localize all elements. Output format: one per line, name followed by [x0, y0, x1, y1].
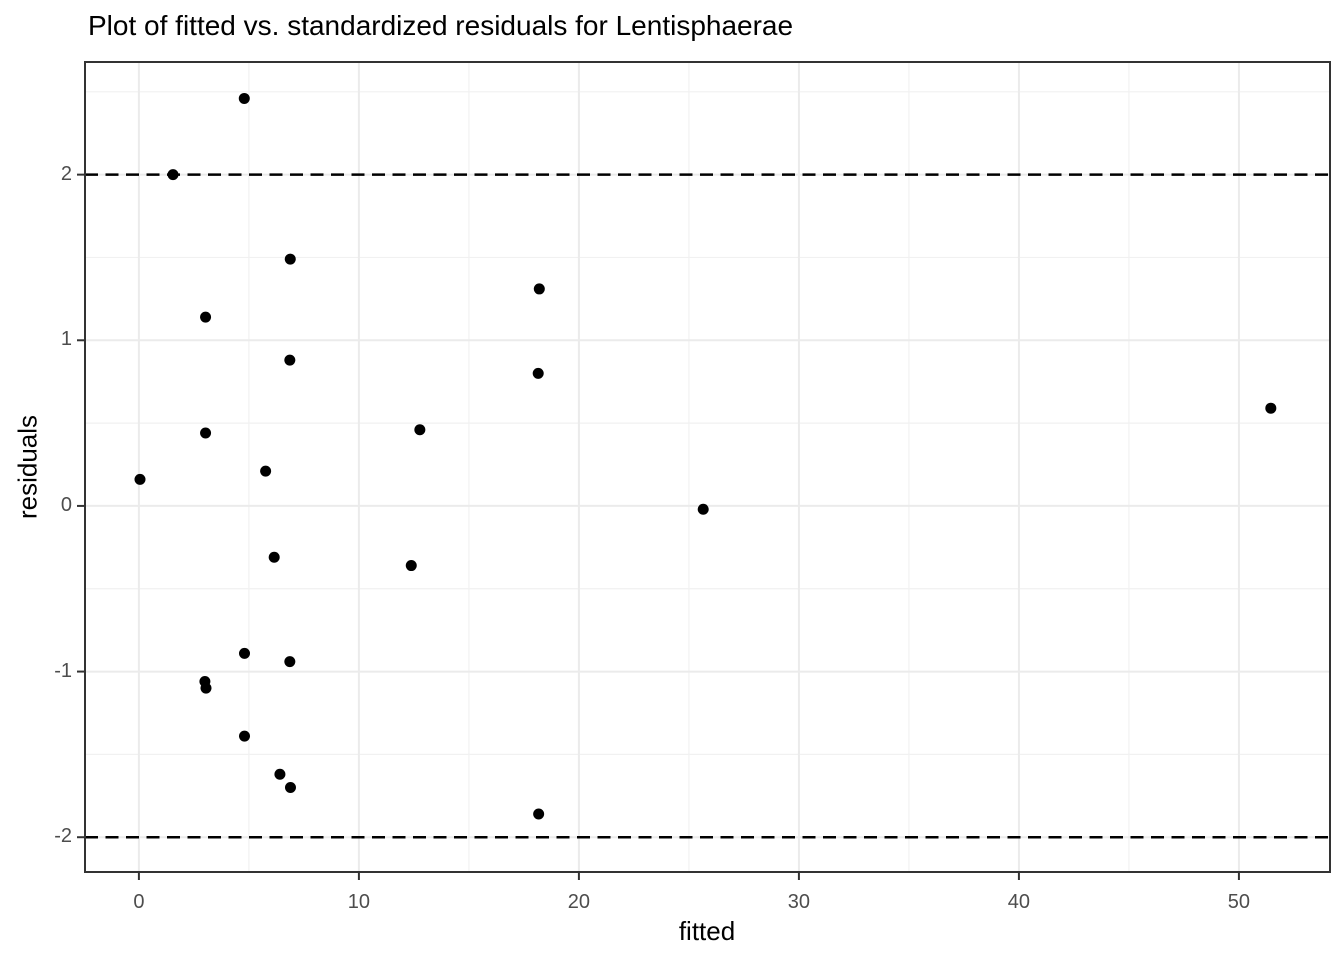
data-point: [167, 169, 179, 181]
y-tick-label: 1: [60, 328, 72, 351]
data-point: [405, 560, 417, 572]
data-point: [532, 367, 544, 379]
y-tick-label: -1: [54, 659, 72, 682]
data-point: [533, 808, 545, 820]
data-point: [239, 730, 251, 742]
data-point: [284, 656, 296, 668]
data-point: [200, 311, 212, 323]
plot-title: Plot of fitted vs. standardized residual…: [88, 10, 794, 41]
data-point: [134, 473, 146, 485]
y-tick-label: -2: [54, 825, 72, 848]
data-point: [274, 768, 286, 780]
x-tick-label: 40: [1007, 891, 1031, 913]
data-point: [284, 782, 296, 794]
x-tick-label: 50: [1227, 891, 1251, 913]
data-point: [533, 283, 545, 295]
data-point: [284, 354, 296, 366]
x-tick-label: 10: [347, 891, 371, 913]
panel-border: [84, 61, 1331, 873]
y-axis-title: residuals: [12, 414, 43, 520]
x-tick-label: 0: [133, 891, 145, 913]
data-point: [414, 424, 426, 436]
data-point: [268, 551, 280, 563]
data-point: [200, 427, 212, 439]
x-tick-label: 20: [567, 891, 591, 913]
x-tick-label: 30: [787, 891, 811, 913]
data-point: [1265, 402, 1277, 414]
y-tick-label: 0: [60, 493, 72, 516]
data-point: [697, 503, 709, 515]
data-point: [284, 253, 296, 265]
data-point: [200, 682, 212, 694]
panel-background: [85, 62, 1330, 872]
data-point: [239, 647, 251, 659]
data-point: [260, 465, 272, 477]
x-axis-title: fitted: [678, 916, 736, 946]
data-point: [238, 92, 250, 104]
y-tick-label: 2: [60, 162, 72, 185]
